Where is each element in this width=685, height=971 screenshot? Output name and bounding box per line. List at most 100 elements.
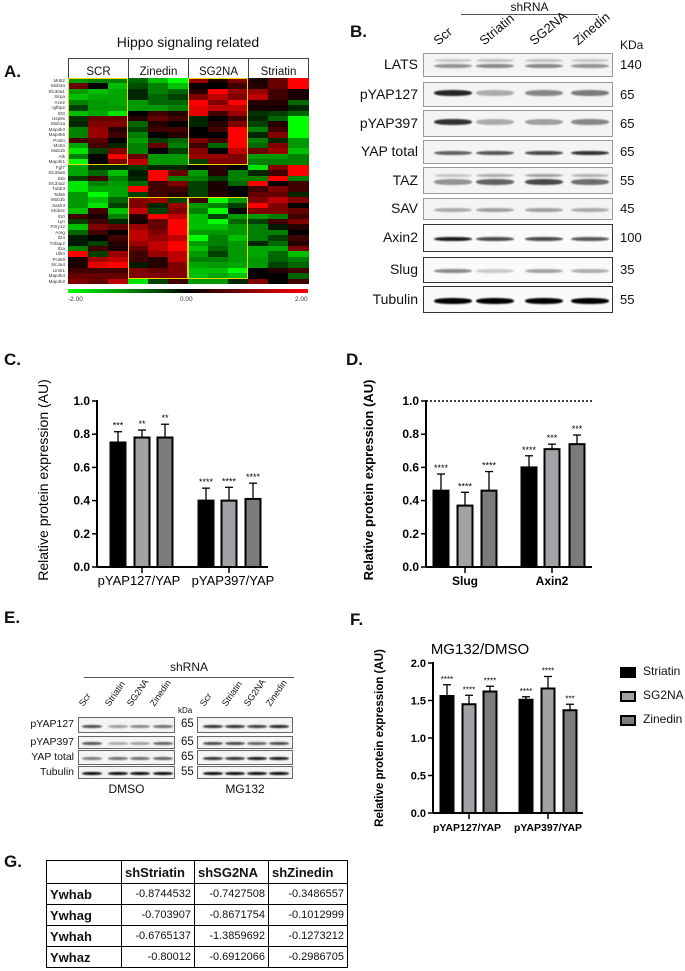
heatmap-cell	[268, 278, 289, 285]
heatmap-cell	[268, 153, 289, 160]
heatmap-cell	[128, 83, 149, 90]
heatmap-cell	[148, 224, 169, 231]
heatmap-cell	[168, 218, 189, 225]
heatmap-highlight-box	[188, 78, 248, 165]
heatmap-cell	[228, 159, 249, 166]
blot-band	[247, 724, 267, 728]
heatmap-cell	[68, 143, 89, 149]
heatmap-cell	[108, 208, 129, 214]
heatmap-cell	[68, 126, 89, 133]
blot-b-kda-value: 65	[620, 86, 635, 102]
heatmap-cell	[248, 126, 269, 133]
heatmap-cell	[208, 148, 229, 155]
heatmap-cell	[148, 88, 169, 95]
heatmap-cell	[268, 186, 289, 193]
heatmap-cell	[88, 208, 109, 214]
heatmap-cell	[88, 148, 109, 155]
heatmap-cell	[68, 235, 89, 242]
heatmap-cell	[208, 105, 229, 111]
blot-e-row	[78, 717, 175, 733]
blot-band	[434, 118, 472, 125]
blot-band	[571, 118, 609, 125]
y-tick-label: 0.4	[402, 494, 419, 508]
table-row-header: Ywhag	[46, 904, 122, 926]
blot-b-kda-value: 35	[620, 262, 635, 277]
heatmap-row-label: Slc39a8	[48, 170, 65, 176]
heatmap-cell	[228, 202, 249, 209]
heatmap-cell	[188, 256, 209, 263]
blot-band	[571, 64, 609, 68]
significance-label: ****	[222, 476, 237, 486]
heatmap-cell	[208, 197, 229, 204]
blot-e-row-label: pYAP397	[30, 735, 74, 748]
y-tick-label: 0.8	[73, 427, 90, 441]
blot-e-kda-header: kDa	[178, 706, 193, 715]
heatmap-cell	[188, 126, 209, 133]
blot-band	[525, 297, 563, 304]
heatmap-cell	[68, 251, 89, 258]
blot-band	[476, 118, 514, 125]
significance-label: ****	[441, 675, 453, 684]
heatmap-cell	[168, 121, 189, 128]
heatmap-cell	[68, 137, 89, 144]
heatmap-cell	[168, 235, 189, 242]
blot-band	[434, 208, 472, 212]
heatmap-cell	[68, 83, 89, 90]
bar-striatin	[109, 441, 127, 568]
heatmap-cell	[208, 94, 229, 101]
blot-band	[434, 89, 472, 96]
heatmap-cell	[168, 153, 189, 160]
blot-e-row-label: Tubulin	[39, 765, 74, 778]
heatmap-cell	[68, 202, 89, 209]
blot-band	[571, 151, 609, 155]
heatmap-cell	[108, 88, 129, 95]
y-tick-label: 0.6	[73, 460, 90, 474]
heatmap-cell	[68, 262, 89, 269]
blot-e-kda-value: 55	[181, 765, 194, 778]
heatmap-cell	[88, 126, 109, 133]
heatmap-cell	[248, 267, 269, 274]
heatmap-cell	[128, 191, 149, 198]
chart-title: MG132/DMSO	[431, 641, 529, 658]
table-header-row: shStriatin shSG2NA shZinedin	[46, 860, 348, 884]
blot-band	[130, 724, 150, 728]
blot-band	[571, 178, 609, 185]
heatmap-cell	[188, 153, 209, 160]
y-tick-label: 0.0	[411, 808, 426, 820]
heatmap-cell	[148, 137, 169, 144]
heatmap-cell	[148, 99, 169, 106]
blot-b-row-label: LATS	[384, 56, 418, 72]
heatmap-cell	[228, 88, 249, 95]
heatmap-cell	[268, 273, 289, 280]
heatmap-cell	[168, 143, 189, 149]
heatmap-cell	[108, 197, 129, 204]
heatmap-cell	[88, 235, 109, 242]
heatmap-cell	[248, 164, 269, 171]
heatmap-cell	[68, 218, 89, 225]
blot-b-kda-value: 55	[620, 172, 635, 188]
heatmap-cell	[128, 273, 149, 280]
heatmap-cell	[268, 105, 289, 111]
heatmap-cell	[268, 164, 289, 171]
blot-b-row	[423, 82, 613, 107]
heatmap-row-label: Usp9x	[51, 115, 65, 121]
blot-band	[525, 173, 563, 177]
heatmap-grid	[68, 78, 309, 285]
heatmap-cell	[68, 175, 89, 182]
heatmap-cell	[168, 246, 189, 252]
heatmap-cell	[148, 278, 169, 285]
heatmap-cell	[168, 256, 189, 263]
heatmap-cell	[188, 121, 209, 128]
heatmap-cell	[188, 208, 209, 214]
blot-band	[476, 173, 514, 177]
heatmap-cell	[88, 170, 109, 177]
heatmap-cell	[248, 218, 269, 225]
blot-band	[525, 118, 563, 125]
heatmap-cell	[208, 137, 229, 144]
x-category-label: pYAP397/YAP	[192, 573, 275, 588]
colorbar-max-label: 2.00	[295, 296, 308, 303]
heatmap-cell	[128, 78, 149, 84]
table-row-header: Ywhab	[46, 883, 122, 905]
heatmap-cell	[288, 121, 309, 128]
heatmap-cell	[168, 278, 189, 285]
